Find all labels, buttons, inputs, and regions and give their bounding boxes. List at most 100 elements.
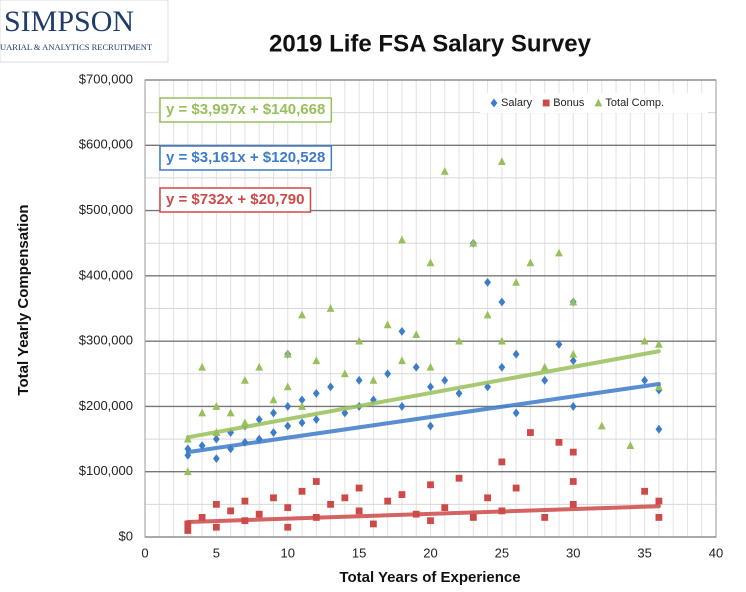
total-comp-point	[655, 382, 663, 391]
bonus-point	[284, 504, 292, 512]
total-comp-point	[497, 336, 506, 345]
total-comp-point	[212, 402, 221, 410]
y-tick-label: $200,000	[79, 398, 133, 413]
total-comp-point	[526, 258, 535, 267]
legend-label: Salary	[501, 97, 533, 109]
x-tick-label: 15	[352, 545, 366, 560]
total-comp-point	[597, 421, 606, 430]
salary-point	[298, 395, 306, 405]
salary-point	[312, 388, 320, 398]
total-comp-point	[198, 408, 206, 417]
legend-marker	[542, 99, 550, 107]
x-tick-label: 20	[423, 545, 437, 560]
bonus-point	[212, 500, 220, 508]
salary-point	[655, 424, 663, 434]
bonus-point	[255, 510, 263, 518]
bonus-point	[569, 478, 577, 485]
total-comp-point	[555, 248, 563, 257]
x-tick-label: 10	[281, 545, 295, 560]
total-comp-point	[540, 362, 549, 371]
salary-point	[312, 415, 320, 424]
bonus-point	[569, 448, 577, 456]
y-tick-label: $0	[119, 528, 133, 543]
chart-title: 2019 Life FSA Salary Survey	[269, 30, 592, 57]
salary-point	[212, 434, 220, 444]
trend-equation: y = $3,161x + $120,528	[166, 149, 325, 166]
bonus-point	[384, 497, 392, 505]
salary-point	[284, 402, 292, 411]
equation-box	[159, 97, 333, 123]
total-comp-point	[355, 336, 364, 345]
x-tick-label: 30	[566, 545, 580, 560]
legend-box	[480, 93, 708, 113]
salary-point	[398, 402, 406, 411]
salary-point	[384, 369, 392, 379]
trend-line	[185, 349, 661, 440]
logo-box	[0, 0, 169, 63]
legend-marker	[594, 98, 603, 107]
salary-point	[270, 408, 277, 418]
total-comp-point	[255, 362, 264, 371]
total-comp-point	[398, 235, 406, 244]
bonus-point	[455, 474, 463, 482]
total-comp-point	[569, 297, 578, 306]
total-comp-point	[469, 238, 478, 247]
total-comp-point	[369, 375, 378, 384]
total-comp-point	[640, 336, 649, 345]
salary-point	[555, 340, 563, 349]
total-comp-point	[198, 362, 206, 371]
salary-point	[412, 362, 420, 372]
bonus-point	[327, 500, 334, 508]
total-comp-point	[283, 382, 292, 391]
salary-point	[284, 421, 292, 431]
total-comp-point	[497, 157, 506, 166]
salary-point	[270, 428, 277, 437]
total-comp-point	[340, 369, 349, 378]
salary-point	[427, 421, 434, 431]
salary-point	[641, 375, 649, 385]
bonus-point	[341, 494, 349, 502]
salary-point	[498, 297, 506, 307]
total-comp-point	[426, 362, 435, 371]
bonus-point	[370, 520, 377, 528]
bonus-point	[498, 458, 506, 466]
total-comp-point	[398, 356, 406, 365]
logo-name: SIMPSON	[4, 5, 134, 38]
legend-label: Bonus	[553, 97, 585, 109]
bonus-point	[427, 517, 434, 525]
bonus-point	[241, 497, 249, 505]
y-tick-label: $400,000	[79, 267, 133, 282]
total-comp-point	[312, 356, 321, 365]
total-comp-point	[455, 336, 463, 345]
bonus-point	[270, 494, 277, 502]
bonus-point	[184, 527, 192, 534]
bonus-point	[641, 487, 649, 495]
bonus-point	[569, 500, 577, 508]
salary-point	[455, 388, 463, 398]
total-comp-point	[241, 375, 249, 384]
bonus-point	[512, 484, 520, 492]
y-tick-label: $600,000	[79, 137, 133, 152]
salary-point	[569, 356, 577, 366]
x-tick-label: 0	[141, 545, 148, 560]
x-tick-label: 25	[495, 545, 509, 560]
equation-box	[159, 187, 312, 213]
bonus-point	[198, 514, 206, 521]
equation-box	[159, 145, 333, 171]
total-comp-point	[298, 310, 306, 319]
logo-tagline: UARIAL & ANALYTICS RECRUITMENT	[0, 42, 153, 52]
total-comp-point	[298, 402, 306, 410]
salary-point	[327, 382, 334, 392]
salary-point	[398, 326, 406, 336]
x-tick-label: 40	[709, 545, 723, 560]
trend-equation: y = $3,997x + $140,668	[166, 101, 325, 118]
x-tick-label: 5	[213, 545, 220, 560]
bonus-point	[655, 497, 663, 505]
legend-label: Total Comp.	[605, 97, 664, 109]
y-tick-label: $700,000	[79, 71, 133, 86]
bonus-point	[441, 504, 449, 512]
salary-point	[541, 375, 549, 385]
bonus-point	[284, 523, 292, 531]
